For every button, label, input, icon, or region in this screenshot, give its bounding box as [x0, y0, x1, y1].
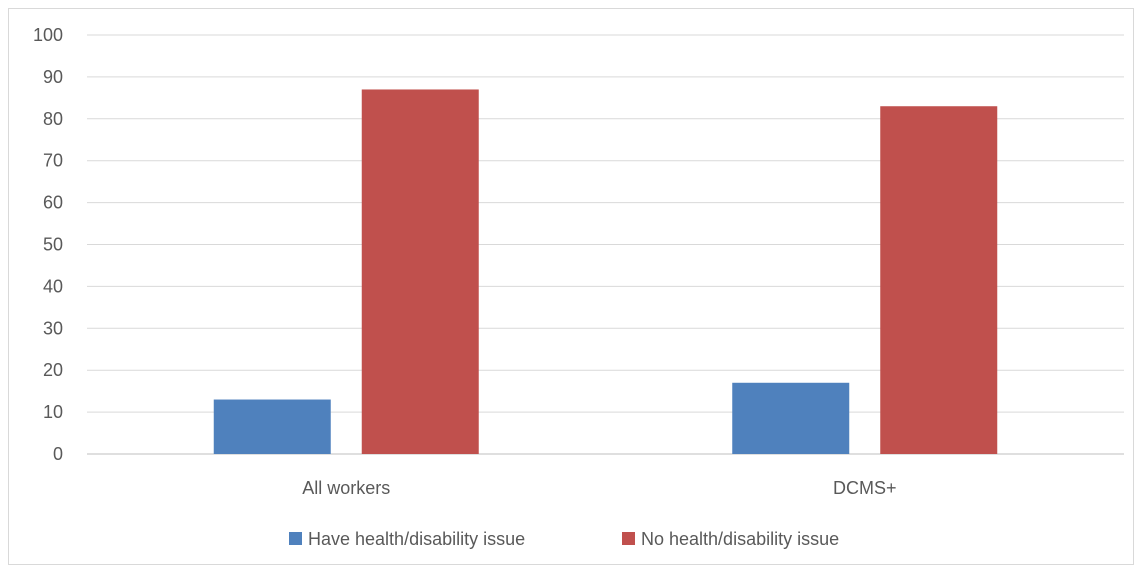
y-tick-label: 0: [53, 444, 63, 464]
legend-label: No health/disability issue: [641, 529, 839, 549]
legend: Have health/disability issue No health/di…: [289, 529, 839, 549]
x-axis-tick-labels: All workers DCMS+: [302, 478, 896, 498]
bar-no-issue-0: [361, 89, 479, 454]
y-tick-label: 80: [43, 109, 63, 129]
y-tick-label: 60: [43, 193, 63, 213]
legend-swatch: [289, 532, 302, 545]
y-tick-label: 30: [43, 318, 63, 338]
legend-swatch: [622, 532, 635, 545]
y-tick-label: 90: [43, 67, 63, 87]
x-tick-label: All workers: [302, 478, 390, 498]
bar-have-issue-0: [213, 399, 331, 454]
y-tick-label: 20: [43, 360, 63, 380]
y-tick-label: 100: [33, 25, 63, 45]
x-tick-label: DCMS+: [833, 478, 897, 498]
bar-no-issue-1: [880, 106, 998, 454]
y-tick-label: 70: [43, 151, 63, 171]
y-tick-label: 40: [43, 276, 63, 296]
y-axis-tick-labels: 0 10 20 30 40 50 60 70 80 90 100: [33, 25, 63, 464]
y-tick-label: 50: [43, 235, 63, 255]
bar-have-issue-1: [732, 382, 850, 454]
bars: [213, 89, 998, 454]
y-tick-label: 10: [43, 402, 63, 422]
legend-label: Have health/disability issue: [308, 529, 525, 549]
